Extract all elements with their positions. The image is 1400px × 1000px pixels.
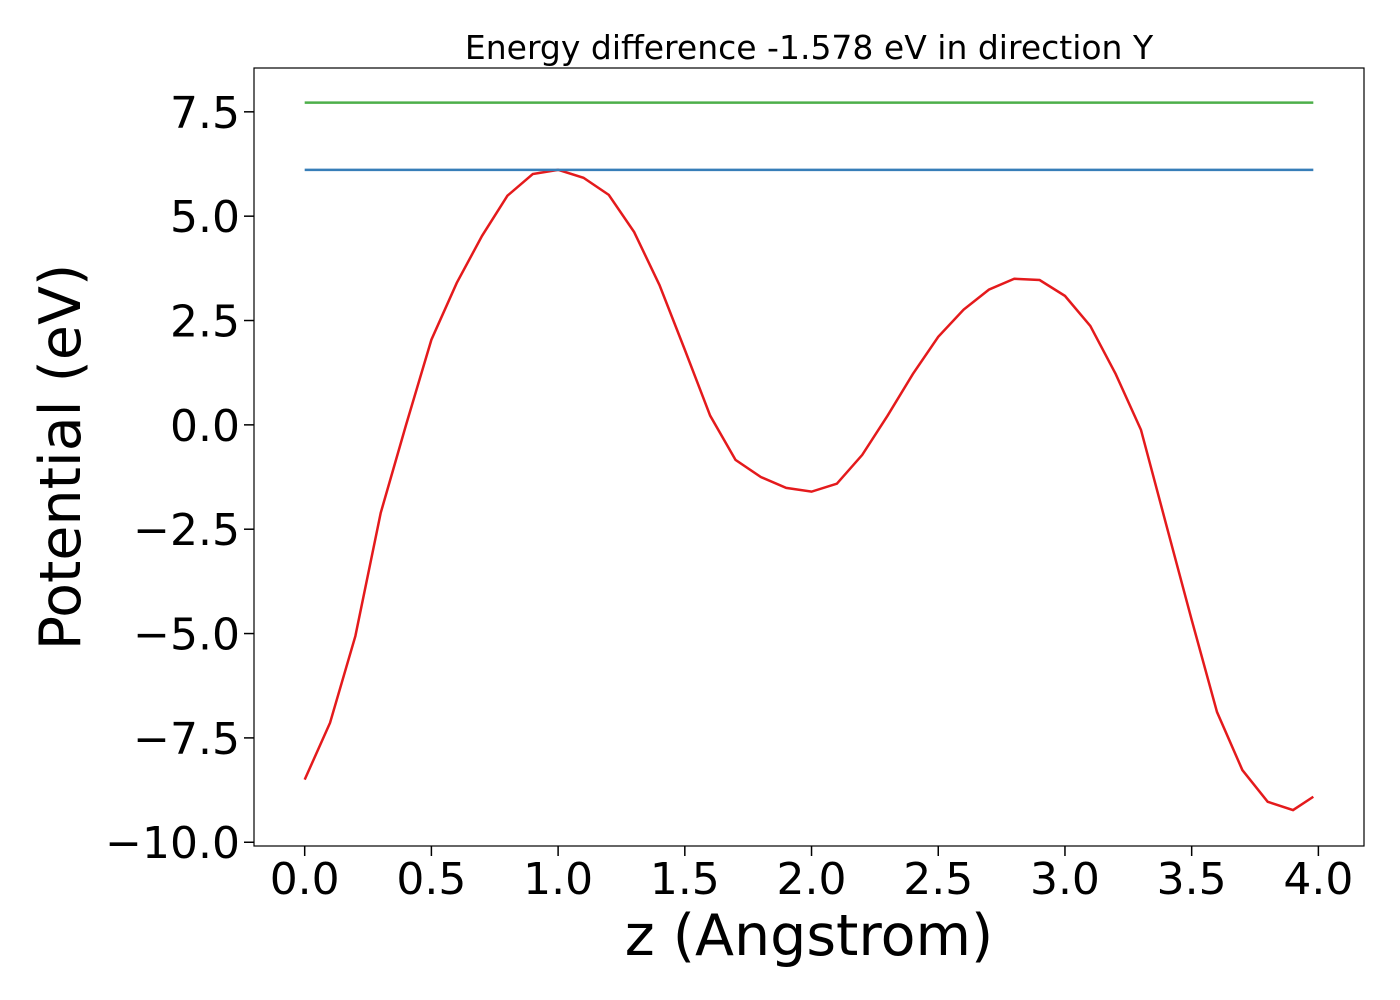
y-tick-label: 7.5 <box>170 88 240 139</box>
x-axis-label: z (Angstrom) <box>625 903 993 969</box>
y-tick-label: −2.5 <box>133 505 240 556</box>
y-tick-label: 5.0 <box>170 192 240 243</box>
y-axis-label: Potential (eV) <box>28 264 94 650</box>
x-tick-label: 2.5 <box>903 854 973 905</box>
y-tick-label: −5.0 <box>133 610 240 661</box>
x-tick-label: 3.0 <box>1030 854 1100 905</box>
chart-title: Energy difference -1.578 eV in direction… <box>465 28 1154 67</box>
y-tick-label: 0.0 <box>170 401 240 452</box>
x-tick-label: 1.5 <box>650 854 720 905</box>
plot-frame <box>253 67 1365 847</box>
y-tick-label: −10.0 <box>105 818 240 869</box>
y-tick-label: −7.5 <box>133 714 240 765</box>
x-tick-label: 1.0 <box>523 854 593 905</box>
x-tick-label: 4.0 <box>1283 854 1353 905</box>
line-series <box>303 168 1315 812</box>
x-tick-label: 3.5 <box>1157 854 1227 905</box>
x-tick-label: 0.5 <box>396 854 466 905</box>
y-tick-label: 2.5 <box>170 297 240 348</box>
x-tick-label: 0.0 <box>270 854 340 905</box>
x-tick-label: 2.0 <box>777 854 847 905</box>
